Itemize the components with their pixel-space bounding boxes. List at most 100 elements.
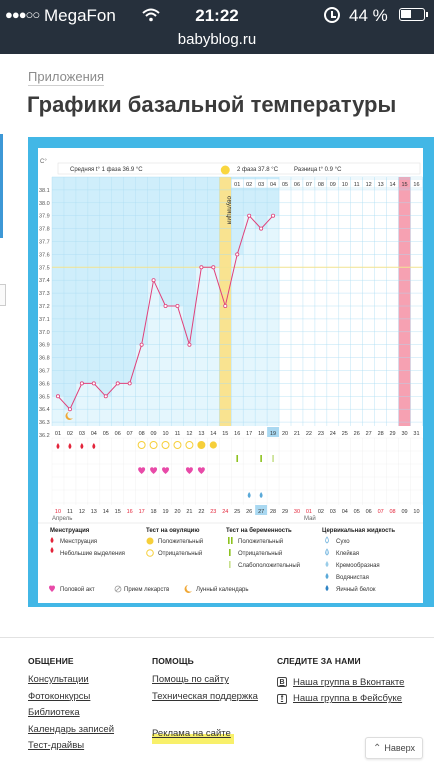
footer-link-test-drives[interactable]: Тест-драйвы (28, 740, 85, 751)
intercourse-heart-icon (150, 467, 158, 474)
date-label: 17 (139, 509, 145, 515)
day-column (52, 177, 64, 426)
breadcrumb[interactable]: Приложения (28, 69, 105, 86)
temperature-point (211, 265, 216, 270)
top-day-number: 07 (306, 182, 312, 188)
day-column (75, 177, 88, 426)
legend-egg-white: Яичный белок (336, 586, 376, 593)
day-column (338, 177, 351, 426)
date-label: 30 (294, 509, 300, 515)
day-number: 30 (401, 431, 407, 437)
menstruation-drop-icon (68, 443, 72, 449)
carrier-name: MegaFon (44, 6, 116, 25)
temperature-bar (255, 228, 268, 426)
date-label: 20 (174, 509, 180, 515)
y-tick-label: 36.7 (39, 369, 50, 375)
footer-link-calendar[interactable]: Календарь записей (28, 723, 115, 735)
legend-ovulation-title: Тест на овуляцию (146, 528, 199, 534)
menstruation-drop-icon (80, 443, 84, 449)
y-tick-label: 36.3 (39, 420, 50, 426)
footer-link-consultations[interactable]: Консультации (28, 674, 89, 685)
footer-link-advertising[interactable]: Реклама на сайте (152, 728, 234, 745)
temperature-point (67, 407, 72, 412)
sidebar-tab[interactable] (0, 284, 6, 306)
legend-medication: Прием лекарств (124, 587, 169, 593)
top-day-number: 12 (366, 182, 372, 188)
footer-col-follow: СЛЕДИТЕ ЗА НАМИ B Наша группа в Вконтакте… (277, 656, 404, 707)
date-label: 19 (162, 509, 168, 515)
ovulation-positive-icon (146, 537, 154, 545)
date-label: 29 (282, 509, 288, 515)
day-number: 02 (67, 431, 73, 437)
day-number: 08 (139, 431, 145, 437)
temperature-difference: Разница t° 0.9 °С (294, 167, 342, 173)
temperature-point (223, 303, 228, 308)
moon-icon (65, 412, 73, 420)
date-label: 11 (67, 509, 73, 515)
temperature-bar (135, 344, 148, 426)
day-column (326, 177, 339, 426)
temperature-bar (171, 306, 184, 426)
footer-link-vk[interactable]: B Наша группа в Вконтакте (277, 674, 404, 691)
top-bar: ●●●○○ MegaFon 21:22 44 % babyblog.ru (0, 0, 434, 54)
y-tick-label: 36.5 (39, 394, 50, 400)
egg-white-icon (325, 585, 329, 591)
footer-link-facebook[interactable]: f Наша группа в Фейсбуке (277, 691, 404, 708)
address-bar[interactable]: babyblog.ru (177, 31, 257, 48)
day-number: 10 (162, 431, 168, 437)
temperature-point (115, 381, 120, 386)
sidebar-edge (0, 134, 3, 238)
chart-card: С° Средняя t° 1 фаза 36.9 °С 2 фаза 37.8… (38, 148, 423, 603)
temperature-point (55, 394, 60, 399)
date-label: 01 (306, 509, 312, 515)
footer-link-photo-contests[interactable]: Фотоконкурсы (28, 690, 91, 702)
temperature-bar (75, 383, 88, 426)
facebook-icon: f (277, 693, 287, 704)
top-day-number: 06 (294, 182, 300, 188)
footer-link-library[interactable]: Библиотека (28, 707, 80, 718)
page-title: Графики базальной температуры (27, 92, 397, 117)
intercourse-heart-icon (185, 467, 193, 474)
footer-link-site-help[interactable]: Помощь по сайту (152, 674, 229, 685)
y-tick-label: 37.2 (39, 304, 50, 310)
top-day-number: 09 (330, 182, 336, 188)
legend-sticky: Клейкая (336, 550, 359, 557)
pregnancy-negative-icon (236, 455, 239, 462)
legend-ovulation-negative: Отрицательный (158, 550, 202, 557)
vk-icon: B (277, 677, 287, 688)
top-day-number: 02 (246, 182, 252, 188)
y-tick-label: 36.9 (39, 343, 50, 349)
dry-icon (325, 536, 329, 544)
menstruation-drop-icon (56, 443, 60, 449)
day-number: 11 (175, 431, 181, 437)
spotting-drop-icon (50, 547, 54, 553)
status-bar: ●●●○○ MegaFon 21:22 44 % (0, 4, 434, 26)
day-number: 21 (294, 431, 300, 437)
ovulation-negative-icon (185, 441, 194, 449)
date-label: 10 (55, 509, 61, 515)
top-day-number: 10 (342, 182, 348, 188)
temperature-bar (52, 396, 64, 426)
date-label: 15 (115, 509, 121, 515)
y-tick-label: 38.0 (39, 201, 50, 207)
legend-pregnancy-weak: Слабоположительный (238, 562, 300, 569)
day-column (314, 177, 327, 426)
day-column (123, 177, 136, 426)
footer-col-community: ОБЩЕНИЕ Консультации Фотоконкурсы Библио… (28, 656, 114, 757)
day-column (302, 177, 315, 426)
day-number: 12 (186, 431, 192, 437)
day-column (135, 177, 148, 426)
day-number: 22 (306, 431, 312, 437)
intercourse-heart-icon (49, 585, 55, 592)
day-column (159, 177, 172, 426)
legend-ovulation-positive: Положительный (158, 538, 203, 545)
date-label: 21 (186, 509, 192, 515)
date-label: 04 (342, 509, 348, 515)
temperature-point (91, 381, 96, 386)
back-to-top-button[interactable]: ⌃ Наверх (365, 737, 423, 759)
legend-moon-calendar: Лунный календарь (196, 586, 249, 593)
watery-icon (325, 573, 329, 579)
footer-link-support[interactable]: Техническая поддержка (152, 690, 258, 702)
wifi-icon (142, 8, 160, 22)
ovulation-negative-icon (149, 441, 158, 449)
